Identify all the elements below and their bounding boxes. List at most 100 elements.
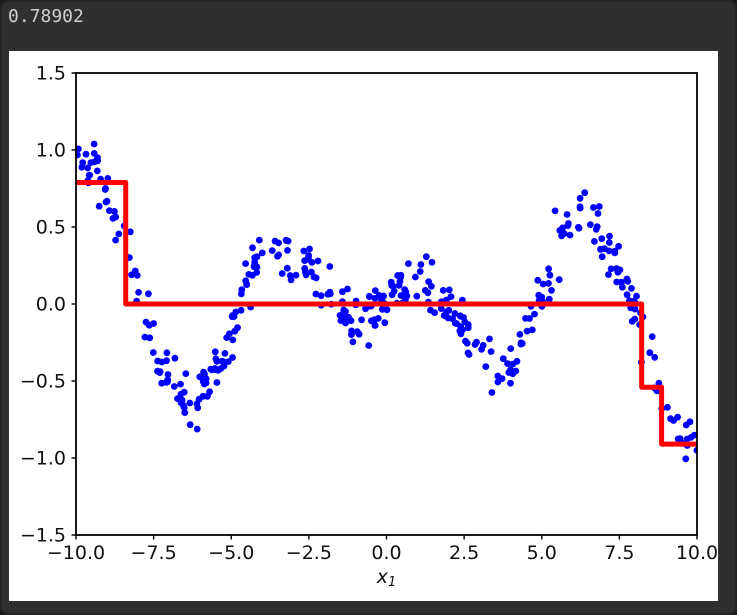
scatter-point <box>412 273 419 281</box>
scatter-point <box>255 236 263 244</box>
scatter-point <box>546 271 554 279</box>
fit-step-line <box>76 180 697 447</box>
scatter-point <box>237 290 245 298</box>
scatter-point <box>531 310 538 318</box>
scatter-point <box>463 339 471 347</box>
scatter-point <box>135 289 142 296</box>
y-tick-label: 1.5 <box>36 63 66 85</box>
scatter-point <box>606 232 613 240</box>
scatter-point <box>306 245 313 253</box>
scatter-point <box>278 270 286 277</box>
scatter-point <box>566 231 574 239</box>
scatter-point <box>558 232 565 240</box>
scatter-point <box>149 349 157 356</box>
scatter-point <box>590 204 597 211</box>
scatter-point <box>353 328 361 335</box>
scatter-point <box>229 336 237 344</box>
x-tick-label: 2.5 <box>449 542 479 564</box>
scatter-point <box>206 388 214 396</box>
scatter-point <box>428 258 436 266</box>
scatter-point <box>145 290 152 298</box>
scatter-point <box>231 327 239 335</box>
scatter-point <box>631 315 639 323</box>
scatter-point <box>388 291 396 299</box>
scatter-point <box>171 354 179 362</box>
scatter-point <box>275 239 282 247</box>
scatter-point <box>208 366 216 374</box>
scatter-point <box>551 207 559 215</box>
x-tick-label: −5.0 <box>208 542 254 564</box>
scatter-point <box>93 167 101 175</box>
scatter-point <box>591 238 598 245</box>
scatter-point <box>145 321 153 329</box>
scatter-point <box>342 308 349 315</box>
scatter-point <box>243 280 251 288</box>
x-tick-label: −7.5 <box>131 542 177 564</box>
scatter-point <box>220 358 227 366</box>
scatter-point <box>106 207 113 215</box>
scatter-point <box>310 273 318 281</box>
scatter-point <box>102 198 110 206</box>
scatter-point <box>563 211 571 218</box>
scatter-point <box>674 435 682 443</box>
scatter-point <box>389 283 397 290</box>
scatter-point <box>200 368 208 376</box>
scatter-point <box>465 351 473 358</box>
scatter-point <box>287 276 295 284</box>
scatter-point <box>509 360 517 368</box>
scatter-point <box>528 326 536 334</box>
scatter-point <box>126 228 134 236</box>
scatter-point <box>193 400 201 408</box>
x-tick-label: −10.0 <box>47 542 105 564</box>
scatter-point <box>111 208 118 215</box>
scatter-point <box>437 305 445 312</box>
scatter-point <box>516 331 524 338</box>
scatter-point <box>314 257 322 265</box>
x-tick-label: 7.5 <box>604 542 634 564</box>
scatter-point <box>186 399 194 407</box>
scatter-point <box>651 354 659 361</box>
scatter-point <box>200 380 208 388</box>
scatter-point <box>186 421 194 429</box>
scatter-point <box>402 288 410 296</box>
scatter-point <box>425 278 432 285</box>
scatter-point <box>598 253 606 261</box>
scatter-point <box>457 330 465 338</box>
scatter-point <box>282 236 290 244</box>
scatter-point <box>193 425 201 433</box>
scatter-point <box>274 252 281 260</box>
scatter-point <box>592 226 600 233</box>
scatter-point <box>555 276 563 283</box>
scatter-point <box>87 159 95 166</box>
scatter-point <box>576 204 584 212</box>
scatter-point <box>449 315 456 323</box>
scatter-point <box>213 379 221 386</box>
scatter-point <box>305 252 313 259</box>
scatter-point <box>507 345 515 352</box>
scatter-point <box>586 221 594 229</box>
scatter-point <box>112 213 120 221</box>
scatter-point <box>451 310 459 317</box>
scatter-point <box>507 379 514 387</box>
scatter-point <box>312 290 320 298</box>
scatter-point <box>358 316 365 324</box>
scatter-point <box>249 272 256 279</box>
scatter-point <box>487 348 495 355</box>
scatter-point <box>594 210 602 217</box>
scatter-point <box>648 333 656 340</box>
scatter-point <box>224 358 232 365</box>
scatter-point <box>180 388 188 396</box>
scatter-point <box>548 287 555 294</box>
scatter-point <box>348 327 355 335</box>
scatter-point <box>598 235 606 243</box>
scatter-point <box>182 370 190 377</box>
scatter-point <box>486 335 493 343</box>
scatter-point <box>534 276 542 284</box>
scatter-point <box>326 288 334 296</box>
scatter-point <box>445 286 453 294</box>
y-tick-label: −1.0 <box>20 448 66 470</box>
x-tick-label: −2.5 <box>286 542 332 564</box>
scatter-point <box>158 379 166 387</box>
scatter-point <box>146 334 154 342</box>
scatter-point <box>381 319 389 327</box>
